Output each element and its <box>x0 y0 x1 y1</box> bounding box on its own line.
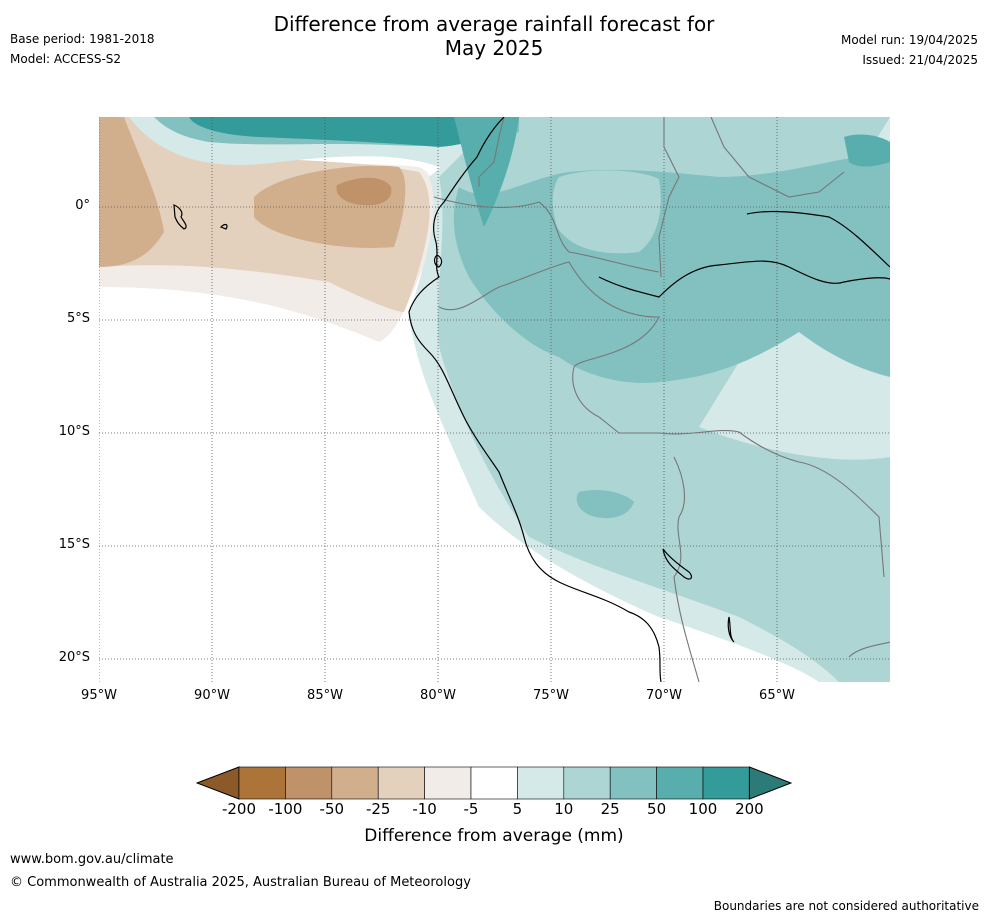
boundaries-note: Boundaries are not considered authoritat… <box>713 899 979 913</box>
base-period: Base period: 1981-2018 <box>10 32 155 46</box>
colorbar-segment <box>702 766 750 800</box>
lon-label-95w: 95°W <box>81 688 117 703</box>
meta-left: Base period: 1981-2018 Model: ACCESS-S2 <box>10 29 155 69</box>
colorbar-svg <box>195 766 793 800</box>
colorbar-segment <box>609 766 657 800</box>
colorbar-tick-label: -5 <box>463 800 479 818</box>
colorbar-extend-high <box>748 766 793 800</box>
colorbar-tick-label: -50 <box>319 800 345 818</box>
grid-lines <box>99 117 890 682</box>
map-title-line1: Difference from average rainfall forecas… <box>273 12 715 36</box>
colorbar-tick-label: -200 <box>221 800 257 818</box>
lon-label-90w: 90°W <box>194 688 230 703</box>
wet-spot-south <box>576 490 634 519</box>
colorbar-tick-label: 200 <box>735 800 764 818</box>
colorbar-tick-label: 50 <box>647 800 667 818</box>
source-url: www.bom.gov.au/climate <box>10 852 174 867</box>
colorbar-tick-label: -25 <box>365 800 391 818</box>
country-borders <box>433 117 890 682</box>
lon-label-70w: 70°W <box>646 688 682 703</box>
lat-label-5s: 5°S <box>66 311 90 326</box>
lon-label-75w: 75°W <box>533 688 569 703</box>
wet-zone-inland-core <box>454 117 519 227</box>
colorbar-segment <box>331 766 379 800</box>
colorbar-segment <box>377 766 425 800</box>
map-title-line2: May 2025 <box>444 36 544 60</box>
lon-label-85w: 85°W <box>307 688 343 703</box>
wet-zone-north-core <box>189 117 499 147</box>
model-run-date: Model run: 19/04/2025 <box>840 33 978 47</box>
colorbar-tick-label: 25 <box>600 800 620 818</box>
colorbar-tick-label: 100 <box>688 800 718 818</box>
lon-label-65w: 65°W <box>759 688 795 703</box>
rainfall-map <box>99 117 890 682</box>
colorbar-segment <box>517 766 565 800</box>
lat-label-15s: 15°S <box>58 537 90 552</box>
colorbar-tick-label: -10 <box>412 800 437 818</box>
colorbar-extend-low <box>195 766 240 800</box>
colorbar <box>195 766 793 804</box>
dry-zone-medium <box>99 117 164 267</box>
meta-right: Model run: 19/04/2025 Issued: 21/04/2025 <box>841 30 978 70</box>
issued-date: Issued: 21/04/2025 <box>862 53 978 67</box>
coastlines <box>173 117 890 682</box>
map-canvas <box>99 117 890 682</box>
colorbar-tick-label: -100 <box>268 800 303 818</box>
lat-label-20s: 20°S <box>58 650 90 665</box>
dry-zone-dark <box>336 177 392 206</box>
colorbar-segment <box>424 766 472 800</box>
wet-zone-east-core <box>844 134 890 167</box>
colorbar-label: Difference from average (mm) <box>364 826 624 846</box>
dry-spot-inland <box>552 170 661 254</box>
colorbar-segment <box>563 766 611 800</box>
colorbar-segment <box>656 766 704 800</box>
copyright: © Commonwealth of Australia 2025, Austra… <box>10 875 471 890</box>
colorbar-segment <box>285 766 333 800</box>
model-name: Model: ACCESS-S2 <box>10 52 122 66</box>
lat-label-10s: 10°S <box>58 424 90 439</box>
colorbar-tick-label: 5 <box>512 800 523 818</box>
colorbar-tick-label: 10 <box>554 800 574 818</box>
colorbar-segment <box>238 766 286 800</box>
lon-label-80w: 80°W <box>420 688 456 703</box>
lat-label-0: 0° <box>75 198 90 213</box>
map-title: Difference from average rainfall forecas… <box>0 12 988 60</box>
colorbar-segment <box>470 766 518 800</box>
